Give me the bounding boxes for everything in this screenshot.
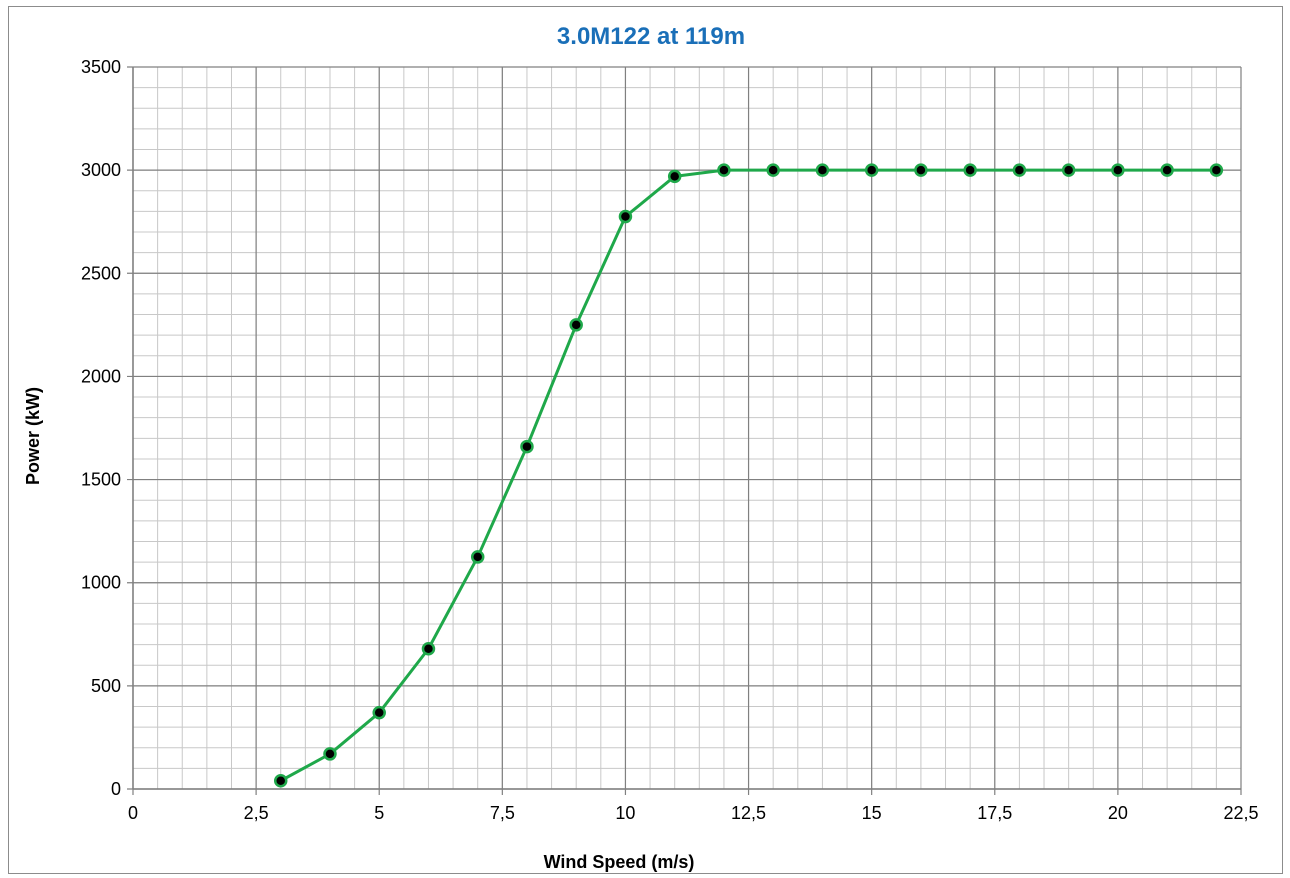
x-tick-label: 2,5	[244, 803, 269, 823]
axes	[132, 67, 1241, 790]
chart-title: 3.0M122 at 119m	[557, 23, 745, 50]
data-point	[421, 641, 436, 656]
data-point	[470, 550, 485, 564]
y-tick-label: 3000	[81, 160, 121, 180]
y-tick-label: 1000	[81, 573, 121, 593]
major-gridlines	[127, 66, 1242, 795]
y-tick-label: 3500	[81, 57, 121, 77]
x-tick-label: 22,5	[1223, 803, 1258, 823]
data-point	[372, 705, 386, 720]
y-tick-label: 0	[111, 779, 121, 799]
x-tick-labels: 0 2,5 5 7,5 10 12,5 15 17,5 20 22,5	[128, 803, 1259, 823]
power-curve-chart: 3.0M122 at 119m 0 2,5 5 7,5 10 12,5 15 17,5 20 22…	[23, 23, 1259, 872]
y-tick-label: 2500	[81, 263, 121, 283]
y-tick-label: 2000	[81, 366, 121, 386]
data-point	[963, 163, 977, 177]
data-point	[914, 163, 928, 177]
x-tick-label: 12,5	[731, 803, 766, 823]
y-tick-label: 500	[91, 676, 121, 696]
x-tick-label: 10	[615, 803, 635, 823]
data-point	[1209, 163, 1224, 177]
data-point	[815, 163, 830, 177]
x-tick-label: 17,5	[977, 803, 1012, 823]
x-tick-label: 7,5	[490, 803, 515, 823]
x-axis-title: Wind Speed (m/s)	[544, 852, 695, 872]
y-tick-label: 1500	[81, 470, 121, 490]
x-tick-label: 5	[374, 803, 384, 823]
chart-frame: 3.0M122 at 119m 0 2,5 5 7,5 10 12,5 15 17,5 20 22…	[8, 6, 1283, 874]
series-line-group	[279, 168, 1218, 783]
series-line	[279, 168, 1218, 783]
data-point	[273, 773, 288, 788]
data-point	[717, 163, 731, 177]
data-point	[1012, 163, 1027, 177]
data-point	[667, 169, 682, 184]
data-point	[520, 439, 534, 454]
data-point	[569, 318, 583, 332]
data-point	[1061, 163, 1076, 177]
x-tick-label: 0	[128, 803, 138, 823]
data-point	[1111, 163, 1125, 177]
x-tick-label: 15	[862, 803, 882, 823]
data-point	[323, 747, 337, 761]
data-points	[273, 163, 1224, 788]
data-point	[1160, 163, 1174, 177]
data-point	[618, 209, 633, 224]
y-axis-title: Power (kW)	[23, 387, 43, 485]
data-point	[766, 163, 780, 177]
x-tick-label: 20	[1108, 803, 1128, 823]
y-tick-labels: 0 500 1000 1500 2000 2500 3000 3500	[81, 57, 121, 799]
data-point	[864, 163, 879, 177]
